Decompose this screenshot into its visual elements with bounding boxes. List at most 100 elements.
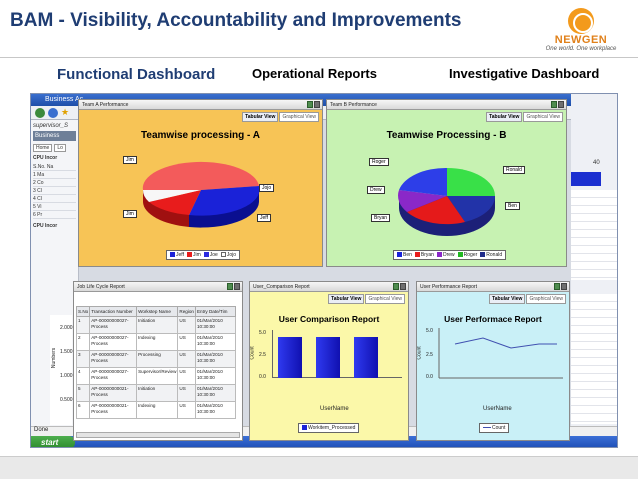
table-cell: 01/Mar/2010 10:30:00 (194, 350, 237, 368)
graphical-view-tab[interactable]: Graphical View (365, 294, 405, 304)
minimize-icon[interactable] (227, 283, 233, 290)
column-header[interactable]: Workstep Name (136, 306, 179, 317)
column-header[interactable]: S.No (75, 306, 91, 317)
pie-slice-jim (142, 161, 259, 190)
horizontal-scrollbar[interactable] (76, 432, 240, 438)
forward-icon[interactable] (48, 107, 58, 118)
left-row: 1 Ma (33, 171, 76, 179)
home-tab-2[interactable]: Lo (54, 144, 66, 152)
table-cell: Initiation (136, 384, 179, 402)
table-row[interactable]: 3 AP-00000000027-Process Processing US 0… (75, 350, 237, 368)
close-icon[interactable] (234, 283, 240, 290)
column-header[interactable]: Entry Date/Tim (194, 306, 237, 317)
axis-tick: 0.500 (60, 397, 73, 403)
label-operational-reports: Operational Reports (252, 66, 377, 81)
user-comparison-panel: User_Comparison Report Tabular View Grap… (249, 281, 409, 441)
minimize-icon[interactable] (393, 283, 399, 290)
panel-header: Job Life Cycle Report (74, 282, 242, 292)
count-series (454, 337, 557, 349)
minimize-icon[interactable] (554, 283, 560, 290)
logo-icon (568, 8, 594, 34)
pie-callout: Bryan (371, 214, 391, 222)
panel-header-title: User_Comparison Report (253, 284, 310, 290)
bar (278, 337, 302, 378)
newgen-logo: NEWGEN One world. One workplace (536, 8, 626, 56)
close-icon[interactable] (561, 283, 567, 290)
graphical-view-tab[interactable]: Graphical View (526, 294, 566, 304)
legend-item: Jojo (220, 252, 236, 258)
axis-tick: 1.000 (60, 373, 73, 379)
close-icon[interactable] (314, 101, 320, 108)
pie-slice-ronald (447, 168, 495, 196)
table-cell: 01/Mar/2010 10:30:00 (194, 316, 237, 334)
left-row: 3 Cl (33, 187, 76, 195)
table-cell: AP-00000000027-Process (89, 350, 138, 368)
table-cell: 01/Mar/2010 10:30:00 (194, 367, 237, 385)
panel-header: Team B Performance (327, 100, 566, 110)
table-cell: US (177, 384, 196, 402)
panel-header-title: Job Life Cycle Report (77, 284, 125, 290)
table-cell: Indexing (136, 333, 179, 351)
tabular-view-tab[interactable]: Tabular View (328, 294, 365, 304)
axis-tick: 1.500 (60, 349, 73, 355)
table-row[interactable]: 2 AP-00000000027-Process Indexing US 01/… (75, 333, 237, 351)
axis-tick: 2.000 (60, 325, 73, 331)
panel-header-title: Team A Performance (82, 102, 129, 108)
bar (354, 337, 378, 378)
supervisor-label: supervisor_S (33, 123, 69, 129)
graphical-view-tab[interactable]: Graphical View (279, 112, 319, 122)
panel-header: User_Comparison Report (250, 282, 408, 292)
left-row: 6 Pr (33, 211, 76, 219)
legend-text: Workitem_Processed (308, 425, 356, 431)
table-row[interactable]: 6 AP-00000000021-Process Indexing US 01/… (75, 401, 237, 419)
close-icon[interactable] (558, 101, 564, 108)
bar-legend: Workitem_Processed (298, 423, 360, 433)
table-cell: US (177, 401, 196, 419)
panel-header: Team A Performance (79, 100, 322, 110)
column-header[interactable]: Region (177, 306, 196, 317)
pie-a (142, 161, 260, 228)
table-cell: Processing (136, 350, 179, 368)
start-button[interactable]: start (31, 436, 75, 447)
table-row[interactable]: 4 AP-00000000027-Process Supervisor/Revi… (75, 367, 237, 385)
axis-label: Numbers (51, 347, 58, 369)
taskbar (31, 436, 617, 447)
pie-slice-jojo (142, 190, 201, 202)
table-cell: 4 (75, 367, 91, 385)
chart-title: Teamwise processing - A (141, 130, 260, 141)
right-axis-number: 40 (593, 160, 600, 166)
tabular-view-tab[interactable]: Tabular View (489, 294, 526, 304)
favorites-star-icon[interactable]: ★ (61, 107, 70, 117)
line-chart (438, 328, 563, 379)
pie-callout: Jim (123, 210, 137, 218)
pie-slice-joe (149, 190, 201, 215)
slide-footer (0, 456, 638, 479)
browser-right-pane: 40 (571, 94, 617, 447)
tabular-view-tab[interactable]: Tabular View (242, 112, 279, 122)
line-legend: Count (479, 423, 510, 433)
chart-title: User Comparison Report (278, 314, 380, 324)
table-row[interactable]: 1 AP-00000000027-Process Initiation US 0… (75, 316, 237, 334)
table-row[interactable]: 5 AP-00000000021-Process Initiation US 0… (75, 384, 237, 402)
tabular-view-tab[interactable]: Tabular View (486, 112, 523, 122)
table-cell: AP-00000000027-Process (89, 333, 138, 351)
close-icon[interactable] (400, 283, 406, 290)
business-tab[interactable]: Business (33, 131, 76, 141)
graphical-view-tab[interactable]: Graphical View (523, 112, 563, 122)
home-tab[interactable]: Home (33, 144, 53, 152)
table-cell: AP-00000000027-Process (89, 316, 138, 334)
team-a-panel: Team A Performance Tabular View Graphica… (78, 99, 323, 267)
panel-header-title: Team B Performance (330, 102, 377, 108)
slide-title: BAM - Visibility, Accountability and Imp… (10, 10, 462, 31)
back-icon[interactable] (35, 107, 45, 118)
table-cell: 1 (75, 316, 91, 334)
column-header[interactable]: Transaction Number (89, 306, 138, 317)
right-blue-bar (571, 172, 601, 186)
table-cell: US (177, 316, 196, 334)
minimize-icon[interactable] (307, 101, 313, 108)
label-functional-dashboard: Functional Dashboard (57, 66, 216, 83)
minimize-icon[interactable] (551, 101, 557, 108)
legend-item: Joe (203, 252, 218, 258)
bar (316, 337, 340, 378)
table-cell: AP-00000000021-Process (89, 401, 138, 419)
